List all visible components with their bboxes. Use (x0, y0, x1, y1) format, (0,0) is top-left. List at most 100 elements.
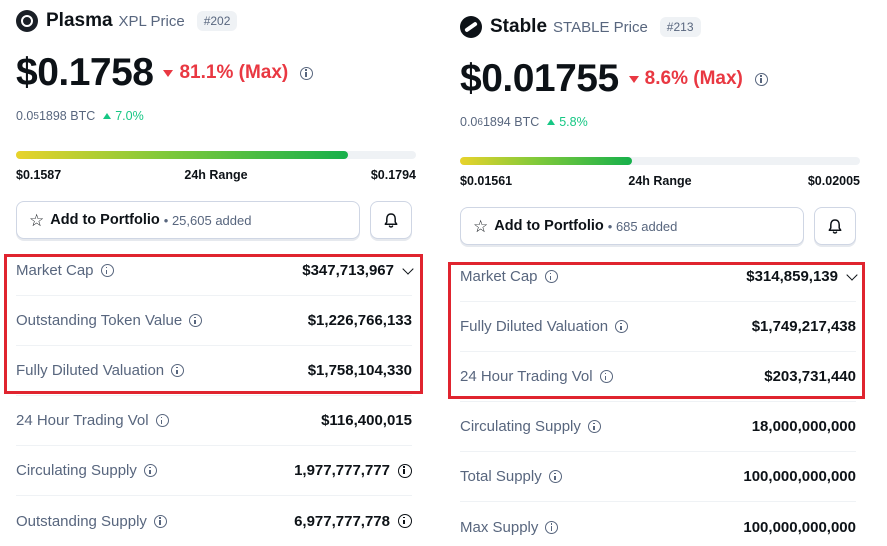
range-labels: $0.01561 24h Range $0.02005 (460, 174, 860, 188)
stat-value: 18,000,000,000 (751, 418, 856, 435)
info-icon[interactable] (143, 464, 157, 477)
star-icon: ☆ (29, 210, 45, 230)
info-icon[interactable] (587, 420, 601, 433)
range-bar (16, 151, 416, 159)
info-icon[interactable] (189, 314, 203, 327)
stat-value: 1,977,777,777 (294, 462, 390, 479)
stat-label: Fully Diluted Valuation (460, 318, 609, 335)
portfolio-count: • 25,605 added (163, 212, 252, 228)
price-change-value: 8.6% (Max) (644, 68, 743, 89)
stable-logo-icon (460, 16, 482, 38)
stat-label: Circulating Supply (460, 418, 581, 435)
stable-panel: Stable STABLE Price #213 $0.01755 8.6% (… (460, 0, 860, 546)
stat-label: Circulating Supply (16, 462, 137, 479)
add-to-portfolio-button[interactable]: ☆ Add to Portfolio • 25,605 added (16, 201, 360, 239)
stat-label: Outstanding Token Value (16, 312, 183, 329)
btc-rest: 1898 BTC (38, 109, 96, 123)
range-low: $0.01561 (460, 174, 513, 188)
stat-row-outstanding-token-value: Outstanding Token Value $1,226,766,133 (16, 296, 412, 346)
range-bar-fill (16, 151, 348, 159)
stat-label: 24 Hour Trading Vol (460, 368, 593, 385)
range-low: $0.1587 (16, 168, 62, 182)
range-labels: $0.1587 24h Range $0.1794 (16, 168, 416, 182)
info-icon[interactable] (171, 364, 185, 377)
btc-price: 0.0 5 1898 BTC 7.0% (16, 109, 416, 123)
price-alert-button[interactable] (814, 207, 856, 245)
info-icon[interactable] (398, 463, 412, 478)
stat-value: $1,749,217,438 (751, 318, 856, 335)
btc-prefix: 0.0 (16, 109, 34, 123)
info-icon[interactable] (545, 520, 559, 534)
stat-row-outstanding-supply: Outstanding Supply 6,977,777,778 (16, 496, 412, 546)
stat-row-market-cap: Market Cap $314,859,139 (460, 252, 858, 302)
info-icon[interactable] (398, 514, 412, 528)
coin-name: Plasma (46, 10, 113, 31)
bell-icon (828, 218, 842, 234)
caret-up-icon (547, 119, 556, 125)
stat-label: Market Cap (460, 268, 538, 285)
stat-label: Market Cap (16, 262, 94, 279)
action-buttons: ☆ Add to Portfolio • 685 added (460, 207, 860, 245)
stat-row-fdv: Fully Diluted Valuation $1,758,104,330 (16, 346, 412, 396)
price-change: 8.6% (Max) (628, 68, 743, 90)
info-icon[interactable] (155, 414, 169, 427)
action-buttons: ☆ Add to Portfolio • 25,605 added (16, 201, 416, 239)
caret-down-icon (628, 75, 639, 83)
btc-zero-count: 5 (33, 110, 39, 122)
stat-value: $347,713,967 (302, 262, 394, 279)
coin-symbol: STABLE Price (553, 18, 648, 36)
range-high: $0.02005 (807, 174, 860, 188)
price-change-value: 81.1% (Max) (179, 62, 289, 83)
stats-list: Market Cap $347,713,967 Outstanding Toke… (16, 246, 414, 546)
caret-up-icon (103, 113, 112, 119)
plasma-logo-icon (16, 10, 38, 32)
price-value: $0.01755 (460, 57, 619, 100)
stat-value: $116,400,015 (321, 412, 412, 429)
range-section: $0.1587 24h Range $0.1794 (16, 151, 416, 182)
info-icon[interactable] (544, 270, 558, 283)
stat-row-fdv: Fully Diluted Valuation $1,749,217,438 (460, 302, 856, 352)
range-bar (460, 157, 860, 165)
info-icon[interactable] (153, 514, 167, 528)
portfolio-label: Add to Portfolio (50, 212, 160, 228)
stat-row-max-supply: Max Supply 100,000,000,000 (460, 502, 856, 546)
stat-label: Total Supply (460, 468, 542, 485)
btc-change-value: 5.8% (559, 115, 588, 129)
range-label: 24h Range (184, 168, 248, 182)
stat-row-total-supply: Total Supply 100,000,000,000 (460, 452, 856, 502)
info-icon[interactable] (100, 264, 114, 277)
price-value: $0.1758 (16, 51, 154, 94)
btc-zero-count: 6 (477, 116, 483, 128)
info-icon[interactable] (548, 470, 562, 483)
coin-name: Stable (490, 16, 548, 37)
range-bar-fill (460, 157, 632, 165)
stat-row-circulating-supply: Circulating Supply 1,977,777,777 (16, 446, 412, 496)
add-to-portfolio-button[interactable]: ☆ Add to Portfolio • 685 added (460, 207, 804, 245)
btc-change: 7.0% (103, 109, 144, 123)
bell-icon (384, 212, 398, 228)
btc-rest: 1894 BTC (482, 115, 540, 129)
price-row: $0.01755 8.6% (Max) (460, 57, 860, 101)
stat-value: 100,000,000,000 (743, 518, 856, 536)
range-high: $0.1794 (370, 168, 416, 182)
btc-price: 0.0 6 1894 BTC 5.8% (460, 115, 860, 129)
coin-symbol: XPL Price (118, 12, 185, 30)
stat-row-trading-vol: 24 Hour Trading Vol $203,731,440 (460, 352, 856, 402)
info-icon[interactable] (615, 320, 629, 333)
btc-prefix: 0.0 (460, 115, 478, 129)
btc-change-value: 7.0% (115, 109, 144, 123)
price-alert-button[interactable] (370, 201, 412, 239)
highlight-box-left (4, 254, 423, 394)
stat-label: Max Supply (460, 518, 539, 536)
rank-badge: #213 (659, 17, 701, 37)
range-label: 24h Range (628, 174, 692, 188)
plasma-panel: Plasma XPL Price #202 $0.1758 81.1% (Max… (16, 0, 416, 546)
caret-down-icon (163, 69, 174, 77)
info-icon[interactable] (300, 66, 314, 80)
stat-value: $314,859,139 (746, 268, 838, 285)
info-icon[interactable] (754, 72, 768, 86)
stat-value: $1,758,104,330 (307, 362, 412, 379)
star-icon: ☆ (473, 216, 489, 236)
info-icon[interactable] (599, 370, 613, 383)
range-section: $0.01561 24h Range $0.02005 (460, 157, 860, 188)
